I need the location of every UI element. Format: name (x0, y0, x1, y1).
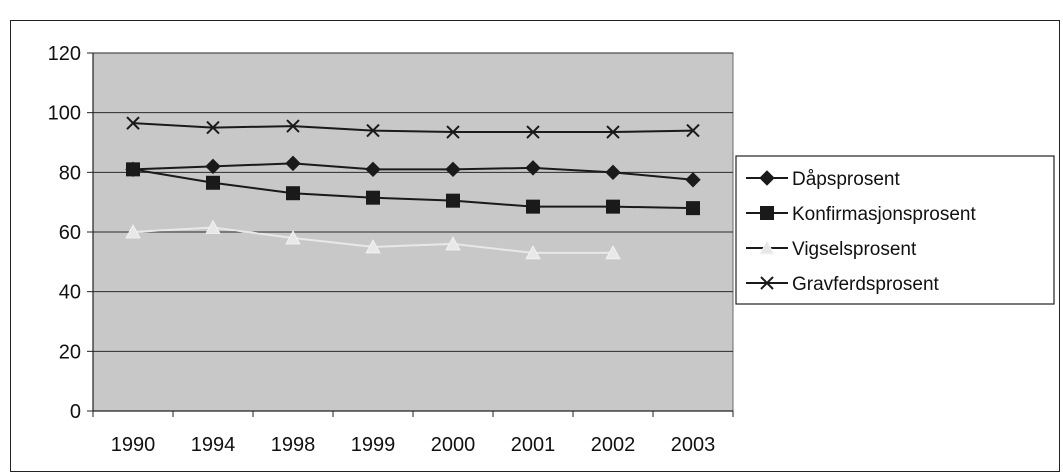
y-tick-label: 100 (48, 103, 81, 125)
data-point-0-1 (205, 158, 221, 175)
y-tick-label: 0 (70, 401, 81, 423)
data-point-3-3 (366, 123, 380, 138)
legend-marker-1 (760, 206, 774, 220)
data-point-1-2 (286, 186, 300, 201)
x-tick-label: 2003 (671, 434, 716, 456)
data-point-2-4 (445, 236, 461, 251)
data-point-0-4 (445, 161, 461, 178)
series-line-3 (132, 122, 694, 134)
series-line-1 (132, 168, 694, 210)
legend: Dåpsprosent Konfirmasjonsprosent Vigselspr… (735, 155, 1055, 305)
data-point-3-1 (206, 120, 220, 135)
legend-label: Vigselsprosent (792, 239, 917, 260)
data-point-2-3 (365, 239, 381, 254)
data-point-2-6 (605, 245, 621, 260)
data-point-0-7 (685, 172, 701, 188)
x-tick-label: 2000 (431, 434, 476, 456)
x-tick-label: 1998 (271, 434, 316, 456)
data-point-0-5 (525, 160, 541, 176)
x-marker-stroke (526, 125, 540, 139)
legend-marker-0 (759, 170, 775, 186)
data-point-1-5 (526, 199, 540, 214)
data-point-3-4 (446, 125, 460, 139)
data-point-0-6 (605, 164, 621, 181)
x-marker-stroke (686, 123, 700, 138)
plot-area: 0 20 40 60 80 100 120 1990 1994 1998 1999 2000 2001 2… (48, 43, 734, 456)
x-marker-stroke (286, 119, 300, 133)
y-tick-label: 120 (48, 43, 81, 65)
data-point-3-7 (686, 123, 700, 138)
data-point-1-7 (686, 201, 700, 216)
data-point-3-5 (526, 125, 540, 139)
data-point-2-2 (285, 230, 301, 245)
x-marker-stroke (206, 120, 220, 135)
x-marker-stroke (446, 125, 460, 139)
legend-marker-3 (760, 276, 774, 290)
data-point-2-5 (525, 245, 541, 260)
data-point-3-6 (606, 125, 620, 139)
data-point-1-0 (126, 162, 140, 177)
x-tick-label: 1994 (191, 434, 236, 456)
y-tick-label: 40 (59, 282, 81, 304)
y-tick-label: 20 (59, 341, 81, 363)
x-marker-stroke (760, 276, 774, 290)
x-tick-label: 2001 (511, 434, 556, 456)
data-point-1-6 (606, 199, 620, 214)
x-marker-stroke (126, 116, 140, 130)
chart-frame: 0 20 40 60 80 100 120 1990 1994 1998 1999 2000 2001 2… (10, 20, 1060, 472)
legend-marker-2 (759, 240, 775, 255)
x-tick-label: 1990 (111, 434, 156, 456)
legend-label: Konfirmasjonsprosent (792, 204, 976, 225)
data-point-2-0 (125, 224, 141, 239)
legend-label: Dåpsprosent (792, 169, 900, 190)
x-marker-stroke (366, 123, 380, 138)
data-point-1-4 (446, 193, 460, 208)
data-point-0-3 (365, 161, 381, 178)
x-tick-label: 2002 (591, 434, 636, 456)
data-point-1-3 (366, 190, 380, 205)
y-tick-label: 80 (59, 162, 81, 184)
data-point-1-1 (206, 175, 220, 190)
line-chart: 0 20 40 60 80 100 120 1990 1994 1998 1999 2000 2001 2… (48, 43, 1055, 456)
legend-label: Gravferdsprosent (792, 274, 940, 295)
data-point-2-1 (205, 219, 221, 234)
data-point-3-2 (286, 119, 300, 133)
data-point-0-2 (285, 155, 301, 172)
x-marker-stroke (606, 125, 620, 139)
series-line-0 (132, 162, 694, 181)
legend-box (735, 155, 1055, 305)
data-point-3-0 (126, 116, 140, 130)
x-tick-label: 1999 (351, 434, 396, 456)
y-tick-label: 60 (59, 222, 81, 244)
